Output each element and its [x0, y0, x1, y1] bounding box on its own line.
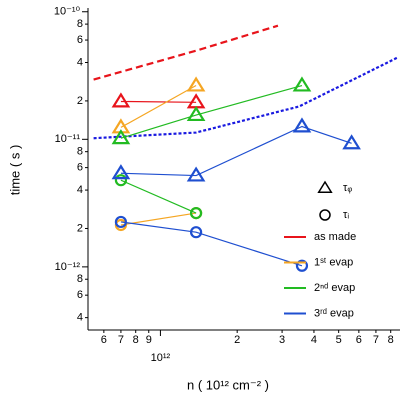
- triangle-marker: [342, 134, 361, 150]
- series-line: [120, 84, 303, 139]
- x-tick-label: 7: [373, 334, 379, 346]
- circle-marker: [189, 226, 203, 239]
- legend-label: τᵩ: [343, 182, 352, 194]
- series-line: [120, 100, 197, 103]
- x-tick-label: 8: [388, 334, 394, 346]
- circle-marker: [114, 215, 128, 229]
- series-line: [120, 212, 197, 226]
- x-tick-label: 6: [101, 334, 107, 346]
- triangle-marker: [292, 76, 312, 92]
- triangle-marker: [292, 117, 312, 133]
- y-tick-label: 8: [77, 273, 83, 285]
- legend-label: 1ˢᵗ evap: [314, 256, 353, 268]
- triangle-marker: [111, 129, 131, 145]
- triangle-marker: [186, 93, 206, 109]
- y-tick-label: 10⁻¹¹: [55, 133, 81, 145]
- x-tick-label: 6: [356, 334, 362, 346]
- y-tick-label: 8: [77, 146, 83, 158]
- x-tick-label: 7: [118, 334, 124, 346]
- y-tick-label: 2: [77, 95, 83, 107]
- y-tick-label: 8: [77, 18, 83, 30]
- series-line: [120, 125, 352, 177]
- y-tick-label: 4: [77, 56, 83, 68]
- legend-marker: [317, 180, 333, 193]
- legend-marker: [319, 209, 331, 221]
- x-tick-label: 9: [146, 334, 152, 346]
- triangle-marker: [186, 105, 206, 122]
- triangle-marker: [111, 92, 131, 108]
- circle-marker: [189, 206, 203, 220]
- y-tick-label: 10⁻¹⁰: [54, 6, 81, 18]
- y-tick-label: 10⁻¹²: [55, 261, 81, 273]
- y-tick-label: 4: [77, 184, 83, 196]
- legend-label: 2ⁿᵈ evap: [314, 282, 355, 294]
- legend-label: 3ʳᵈ evap: [314, 307, 354, 319]
- series-line: [120, 85, 197, 128]
- fit-line: [93, 24, 279, 81]
- x-tick-label: 3: [279, 334, 285, 346]
- legend-label: as made: [314, 231, 356, 243]
- x-tick-label: 2: [234, 334, 240, 346]
- x-tick-label: 4: [311, 334, 317, 346]
- fit-line: [93, 56, 398, 140]
- x-tick-label: 8: [133, 334, 139, 346]
- circle-marker: [114, 174, 128, 187]
- legend-label: τᵢ: [343, 209, 349, 221]
- triangle-marker: [111, 164, 131, 180]
- y-tick-label: 6: [77, 289, 83, 301]
- y-tick-label: 6: [77, 34, 83, 46]
- x-axis-label: n ( 10¹² cm⁻² ): [187, 377, 269, 392]
- x-tick-label: 10¹²: [151, 352, 171, 364]
- y-tick-label: 2: [77, 222, 83, 234]
- series-line: [120, 221, 303, 267]
- series-line: [120, 179, 197, 214]
- y-axis-label: time ( s ): [7, 145, 22, 196]
- x-tick-label: 5: [336, 334, 342, 346]
- y-tick-label: 6: [77, 162, 83, 174]
- triangle-marker: [186, 76, 206, 92]
- circle-marker: [295, 259, 309, 272]
- y-tick-label: 4: [77, 312, 83, 324]
- triangle-marker: [186, 166, 206, 182]
